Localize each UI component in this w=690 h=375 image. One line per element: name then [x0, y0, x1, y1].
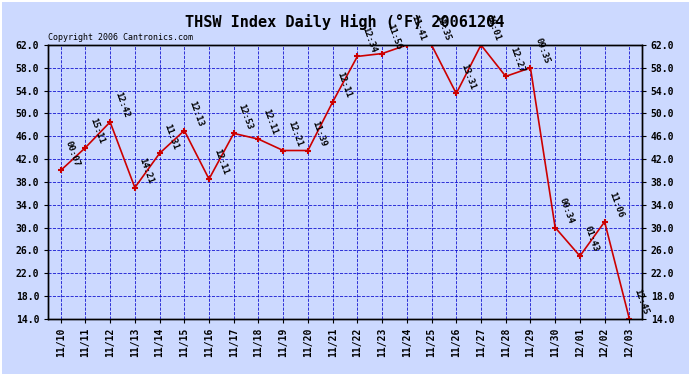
- Text: 12:11: 12:11: [262, 108, 279, 136]
- Text: 12:35: 12:35: [434, 14, 452, 42]
- Text: 12:11: 12:11: [335, 71, 353, 99]
- Text: 09:35: 09:35: [533, 37, 551, 65]
- Text: THSW Index Daily High (°F) 20061204: THSW Index Daily High (°F) 20061204: [186, 15, 504, 30]
- Text: Copyright 2006 Cantronics.com: Copyright 2006 Cantronics.com: [48, 33, 193, 42]
- Text: 00:34: 00:34: [558, 196, 575, 225]
- Text: 11:39: 11:39: [310, 119, 328, 148]
- Text: 00:07: 00:07: [63, 140, 81, 168]
- Text: 11:31: 11:31: [162, 122, 180, 151]
- Text: 13:31: 13:31: [459, 62, 477, 91]
- Text: 11:41: 11:41: [410, 14, 427, 42]
- Text: 12:45: 12:45: [632, 288, 650, 316]
- Text: 12:34: 12:34: [360, 25, 378, 54]
- Text: 12:42: 12:42: [113, 91, 130, 119]
- Text: 12:27: 12:27: [509, 45, 526, 74]
- Text: 12:21: 12:21: [286, 119, 304, 148]
- Text: 10:01: 10:01: [484, 14, 502, 42]
- Text: 12:13: 12:13: [187, 99, 205, 128]
- Text: 15:11: 15:11: [88, 117, 106, 145]
- Text: 12:11: 12:11: [212, 148, 230, 176]
- Text: 01:43: 01:43: [582, 225, 600, 253]
- Text: 14:21: 14:21: [137, 156, 155, 185]
- Text: 11:56: 11:56: [385, 22, 402, 51]
- Text: 11:06: 11:06: [607, 190, 625, 219]
- Text: 12:53: 12:53: [237, 102, 254, 130]
